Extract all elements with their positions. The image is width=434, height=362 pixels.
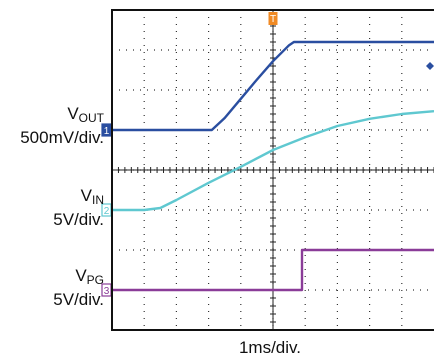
vout-marker-text: 1 <box>104 126 110 137</box>
vpg-scale: 5V/div. <box>53 290 104 309</box>
vpg-name-main: V <box>75 266 87 285</box>
trigger-level-marker <box>426 62 434 70</box>
vout-name: VOUT <box>0 104 104 128</box>
vpg-name: VPG <box>0 266 104 290</box>
vout-scale: 500mV/div. <box>20 128 104 147</box>
vout-name-sub: OUT <box>78 111 104 125</box>
vout-trace <box>112 40 434 132</box>
vpg-trace <box>112 248 434 292</box>
vin-name-main: V <box>80 186 92 205</box>
x-axis-label: 1ms/div. <box>238 338 302 357</box>
vpg-label: VPG 5V/div. <box>0 266 104 309</box>
vpg-marker-text: 3 <box>104 286 110 297</box>
vin-trace <box>112 110 434 212</box>
grid <box>111 9 434 331</box>
plot-frame <box>111 9 434 331</box>
markers: 1 2 3 T <box>101 12 434 297</box>
vout-label: VOUT 500mV/div. <box>0 104 104 147</box>
vin-label: VIN 5V/div. <box>0 186 104 229</box>
vin-name: VIN <box>0 186 104 210</box>
trigger-marker-text: T <box>270 14 276 25</box>
vout-name-main: V <box>67 104 79 123</box>
vin-marker-text: 2 <box>104 206 110 217</box>
traces <box>112 40 434 292</box>
trigger-marker: T <box>268 12 278 25</box>
vpg-name-sub: PG <box>86 273 104 287</box>
vin-scale: 5V/div. <box>53 210 104 229</box>
vin-name-sub: IN <box>92 193 104 207</box>
